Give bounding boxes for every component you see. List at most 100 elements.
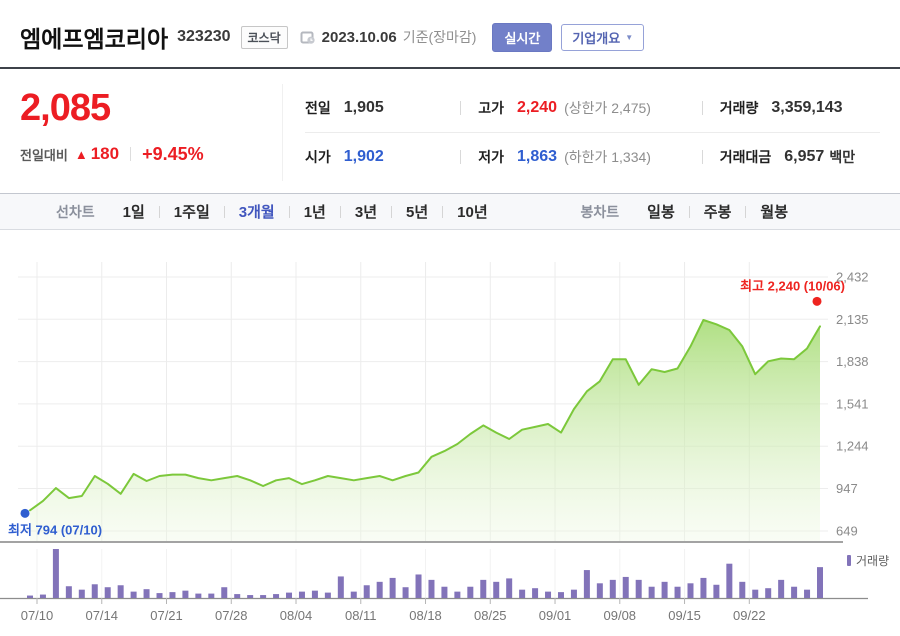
tab-monthly-candle[interactable]: 월봉 [760,204,788,221]
current-price: 2,085 [20,87,111,129]
change-label: 전일대비 [20,147,68,163]
volume-bar [596,583,603,598]
volume-bar [117,585,124,598]
divider [339,205,341,218]
volume-bar [557,592,564,598]
quote-table: 전일 1,905 고가 2,240 (상한가 2,475) 거래량 3,359,… [282,84,880,181]
volume-bar [726,563,733,598]
quote-date-note: 기준(장마감) [402,29,477,45]
y-axis-label: 2,432 [836,270,869,285]
x-axis-label: 07/10 [21,608,54,623]
volume-bar [298,591,305,598]
x-axis-label: 08/04 [280,608,313,623]
volume-bar [441,586,448,598]
tab-10year[interactable]: 10년 [457,204,488,221]
volume-bar [700,577,707,598]
divider [130,147,132,162]
volume-bar [402,587,409,598]
company-overview-button[interactable]: 기업개요 ▼ [561,23,645,51]
x-axis-label: 09/01 [539,608,572,623]
tab-5year[interactable]: 5년 [406,204,429,221]
cell-value: 2,240 [517,99,558,116]
y-axis-label: 649 [836,524,858,539]
change-percent: +9.45% [142,143,204,164]
x-axis-label: 09/22 [733,608,766,623]
volume-bar [234,594,241,598]
volume-bar [791,586,798,598]
volume-bar [311,590,318,598]
price-area-chart: 2,432 2,135 1,838 1,541 1,244 947 649 07/10 07/1… [0,262,889,623]
cell-value: 1,902 [343,148,384,165]
volume-bar [467,586,474,598]
price-volume-chart: 2,432 2,135 1,838 1,541 1,244 947 649 07/10 07/1… [0,246,900,636]
volume-bar [752,589,759,598]
volume-bar [778,579,785,598]
volume-bar [65,586,72,598]
calendar-icon [300,30,316,45]
volume-bar [506,578,513,598]
cell-label: 전일 [305,100,331,116]
max-price-dot [812,296,822,306]
volume-bar [260,595,267,598]
price-summary-section: 2,085 전일대비 ▲ 180 +9.45% 전일 1,905 고가 2,24… [0,69,900,193]
divider [688,205,690,218]
cell-high: 고가 2,240 (상한가 2,475) [460,98,702,118]
divider [460,150,462,164]
volume-bar [661,581,668,598]
table-row: 전일 1,905 고가 2,240 (상한가 2,475) 거래량 3,359,… [305,84,880,132]
tab-1week[interactable]: 1주일 [173,204,210,221]
volume-bar [208,593,215,598]
tab-3month[interactable]: 3개월 [238,204,275,221]
volume-bar [247,595,254,598]
volume-bar [493,581,500,598]
cell-value: 1,905 [343,99,384,116]
x-axis-label: 07/28 [215,608,248,623]
candle-chart-tabs: 봉차트 일봉 주봉 월봉 [567,201,802,222]
divider [442,205,444,218]
tab-1day[interactable]: 1일 [122,204,145,221]
x-axis-label: 09/15 [668,608,701,623]
cell-trade-amount: 거래대금 6,957 백만 [701,147,880,167]
volume-bar [182,590,189,598]
divider [745,205,747,218]
price-area-fill [30,320,820,541]
tab-3year[interactable]: 3년 [354,204,378,221]
volume-bar [52,549,59,598]
volume-legend-icon [847,555,851,566]
volume-bar [480,579,487,598]
cell-label: 거래량 [719,100,759,116]
volume-bar [532,588,539,598]
stock-header: 엠에프엠코리아 323230 코스닥 2023.10.06 기준(장마감) 실시… [0,0,900,69]
tab-weekly-candle[interactable]: 주봉 [703,204,732,221]
divider [158,205,160,218]
volume-bar [687,583,694,598]
change-value: 180 [90,144,120,164]
divider [223,205,225,218]
cell-value: 3,359,143 [771,99,843,116]
volume-bar [648,586,655,598]
cell-open: 시가 1,902 [305,147,460,167]
tab-1year[interactable]: 1년 [303,204,326,221]
min-price-annotation: 최저 794 (07/10) [8,522,102,537]
cell-value: 6,957 [784,148,825,165]
table-row: 시가 1,902 저가 1,863 (하한가 1,334) 거래대금 6,957… [305,132,880,181]
cell-extra: (상한가 2,475) [564,100,651,116]
volume-bar [156,593,163,598]
volume-bar [169,592,176,598]
up-triangle-icon: ▲ [74,146,88,162]
candle-chart-group-label: 봉차트 [580,203,620,220]
volume-bar [739,581,746,598]
volume-bar [337,576,344,598]
volume-bar [389,577,396,598]
cell-low: 저가 1,863 (하한가 1,334) [460,147,702,167]
volume-bar [363,585,370,598]
volume-bar [91,584,98,598]
volume-bar [817,567,823,598]
volume-bar [78,589,85,598]
volume-bar [674,586,681,598]
line-chart-tabs: 선차트 1일 1주일 3개월 1년 3년 5년 10년 [42,201,502,222]
divider [288,205,290,218]
volume-bar [221,587,228,598]
realtime-button[interactable]: 실시간 [492,22,553,52]
tab-daily-candle[interactable]: 일봉 [647,204,675,221]
